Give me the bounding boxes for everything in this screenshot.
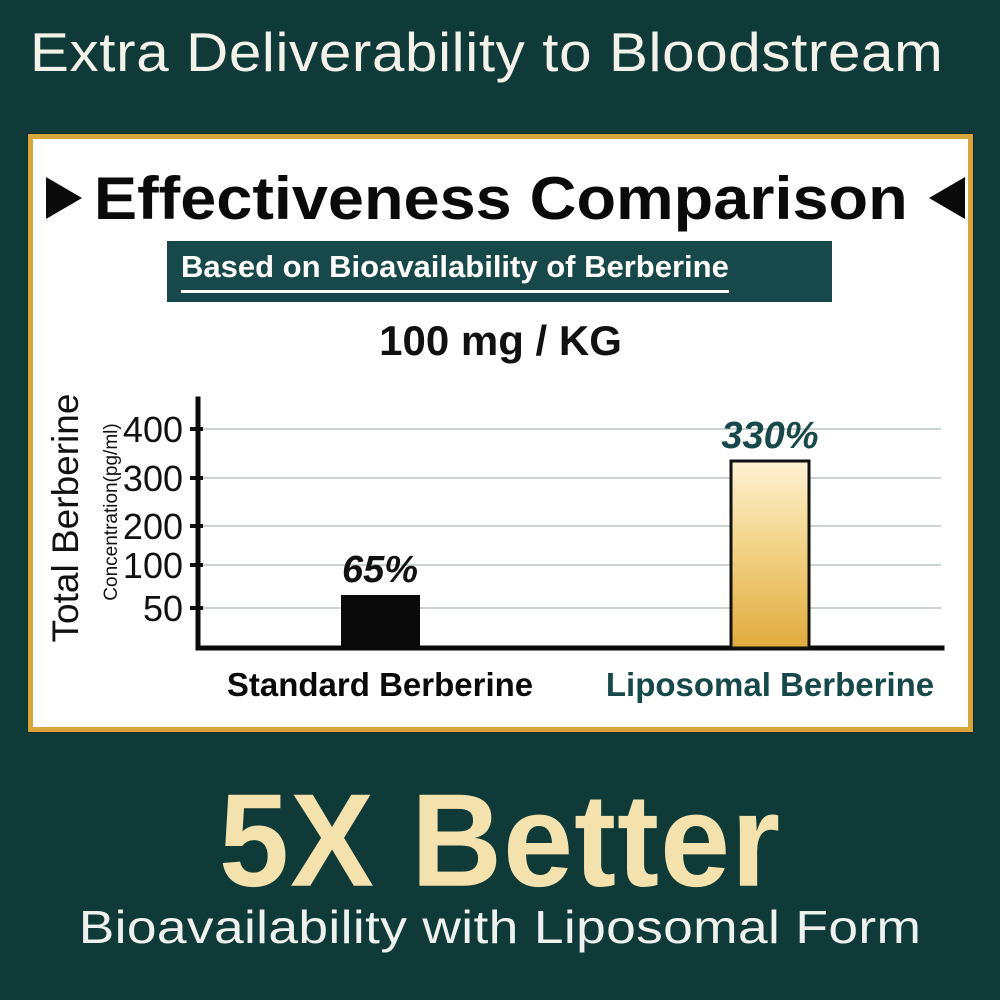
svg-text:Concentration(pg/ml): Concentration(pg/ml) <box>101 423 122 600</box>
svg-text:Liposomal Berberine: Liposomal Berberine <box>606 666 934 703</box>
svg-text:65%: 65% <box>342 549 418 591</box>
svg-text:50: 50 <box>143 588 183 629</box>
svg-text:100: 100 <box>123 545 183 586</box>
svg-text:200: 200 <box>123 506 183 547</box>
svg-text:300: 300 <box>123 458 183 499</box>
svg-text:Standard Berberine: Standard Berberine <box>227 666 533 703</box>
svg-text:Total Berberine: Total Berberine <box>45 394 86 643</box>
svg-text:400: 400 <box>123 409 183 450</box>
svg-text:330%: 330% <box>721 415 818 457</box>
